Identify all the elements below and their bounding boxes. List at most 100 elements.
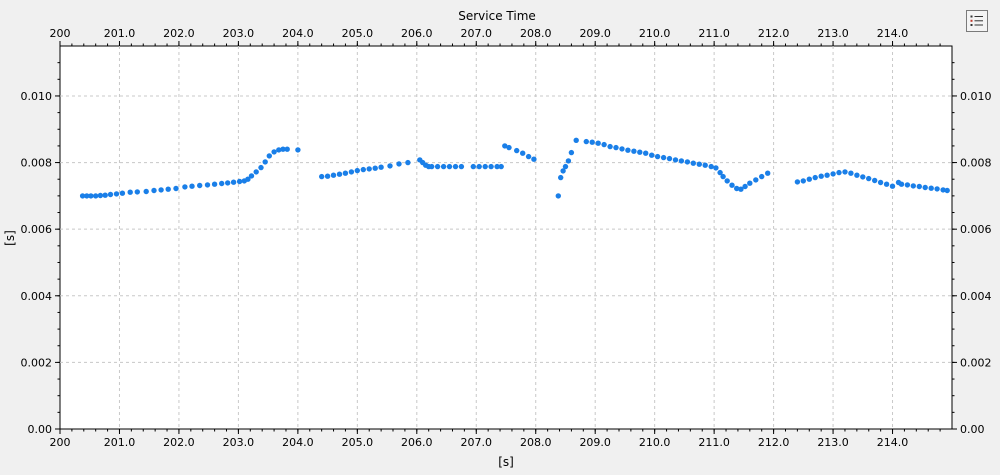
y-tick-label: 0.002 bbox=[21, 356, 53, 369]
data-point bbox=[324, 173, 331, 179]
data-point bbox=[660, 154, 667, 161]
data-point bbox=[284, 146, 290, 152]
data-point bbox=[134, 189, 140, 195]
data-point bbox=[189, 183, 195, 189]
y-tick-label: 0.006 bbox=[21, 223, 53, 236]
data-point bbox=[883, 181, 890, 187]
data-point bbox=[824, 172, 830, 178]
data-point bbox=[619, 146, 625, 152]
data-point bbox=[928, 185, 934, 191]
y-tick-label-right: 0.004 bbox=[960, 290, 992, 303]
data-point bbox=[558, 174, 564, 181]
y-tick-label: 0.008 bbox=[21, 157, 53, 170]
data-point bbox=[860, 174, 866, 180]
data-point bbox=[708, 163, 714, 170]
data-point bbox=[601, 141, 607, 148]
x-tick-label: 214.0 bbox=[877, 436, 909, 449]
data-point bbox=[107, 191, 114, 198]
data-point bbox=[319, 173, 325, 180]
x-tick-label: 210.0 bbox=[639, 436, 671, 449]
x-tick-label-top: 200 bbox=[50, 27, 71, 40]
data-point bbox=[348, 169, 355, 175]
data-point bbox=[916, 183, 922, 190]
chart-title: Service Time bbox=[458, 9, 536, 23]
data-point bbox=[734, 185, 740, 192]
x-tick-label-top: 211.0 bbox=[698, 27, 730, 40]
x-tick-label: 204.0 bbox=[282, 436, 314, 449]
y-tick-label-right: 0.006 bbox=[960, 223, 992, 236]
data-point bbox=[643, 150, 649, 156]
data-point bbox=[806, 176, 812, 182]
data-point bbox=[514, 147, 520, 154]
data-point bbox=[889, 183, 896, 189]
x-tick-label: 205.0 bbox=[342, 436, 374, 449]
data-point bbox=[266, 153, 272, 159]
data-point bbox=[904, 182, 911, 188]
data-point bbox=[236, 178, 243, 185]
data-point bbox=[583, 138, 589, 145]
x-tick-label: 202.0 bbox=[163, 436, 195, 449]
data-point bbox=[97, 192, 104, 199]
data-point bbox=[262, 159, 268, 165]
data-point bbox=[79, 193, 86, 199]
data-point bbox=[690, 160, 696, 166]
x-tick-label-top: 208.0 bbox=[520, 27, 552, 40]
y-axis-left: 0.00 0.002 0.004 0.006 0.008 0.010 bbox=[21, 90, 53, 436]
data-point bbox=[666, 155, 673, 162]
x-tick-label: 200 bbox=[50, 436, 71, 449]
data-point bbox=[165, 186, 171, 192]
data-point bbox=[295, 147, 301, 153]
x-tick-label-top: 202.0 bbox=[163, 27, 195, 40]
data-point bbox=[476, 163, 482, 170]
axis-ticks bbox=[55, 41, 957, 434]
data-point bbox=[354, 167, 360, 174]
data-point bbox=[940, 187, 946, 193]
data-point bbox=[93, 193, 99, 199]
x-tick-label-top: 207.0 bbox=[461, 27, 493, 40]
data-point bbox=[488, 163, 494, 170]
data-point bbox=[502, 143, 508, 149]
data-point bbox=[717, 169, 723, 176]
data-point bbox=[387, 163, 393, 169]
data-point bbox=[678, 158, 685, 164]
data-point bbox=[866, 175, 872, 182]
data-point bbox=[520, 150, 526, 156]
x-tick-label-top: 214.0 bbox=[877, 27, 909, 40]
data-point bbox=[568, 149, 575, 156]
data-point bbox=[625, 147, 631, 153]
legend-toggle-button[interactable] bbox=[966, 10, 988, 32]
data-point bbox=[360, 166, 366, 173]
data-point bbox=[910, 183, 916, 189]
data-point bbox=[765, 170, 771, 176]
data-point bbox=[452, 163, 459, 170]
data-point bbox=[872, 177, 878, 184]
data-point bbox=[372, 165, 378, 171]
data-point bbox=[922, 184, 928, 191]
y-tick-label: 0.004 bbox=[21, 290, 53, 303]
data-point bbox=[631, 148, 637, 154]
data-point bbox=[127, 189, 133, 195]
x-tick-label: 207.0 bbox=[461, 436, 493, 449]
x-tick-label: 211.0 bbox=[698, 436, 730, 449]
data-point bbox=[151, 187, 157, 194]
data-point bbox=[158, 187, 164, 193]
data-point bbox=[440, 163, 447, 170]
data-point bbox=[589, 139, 595, 145]
data-point bbox=[854, 172, 860, 178]
x-tick-label: 212.0 bbox=[758, 436, 790, 449]
data-point bbox=[248, 173, 255, 179]
plot-area bbox=[59, 45, 953, 430]
data-point bbox=[713, 165, 719, 171]
y-tick-label-right: 0.00 bbox=[960, 423, 985, 436]
data-point bbox=[197, 182, 203, 189]
data-point bbox=[102, 192, 108, 198]
data-point bbox=[555, 193, 561, 199]
data-point bbox=[182, 184, 188, 190]
y-axis-title: [s] bbox=[3, 230, 17, 246]
data-point bbox=[595, 140, 601, 146]
data-point bbox=[738, 186, 744, 192]
x-tick-label: 213.0 bbox=[817, 436, 849, 449]
data-point bbox=[944, 187, 950, 194]
y-axis-right: 0.00 0.002 0.004 0.006 0.008 0.010 bbox=[960, 90, 992, 436]
